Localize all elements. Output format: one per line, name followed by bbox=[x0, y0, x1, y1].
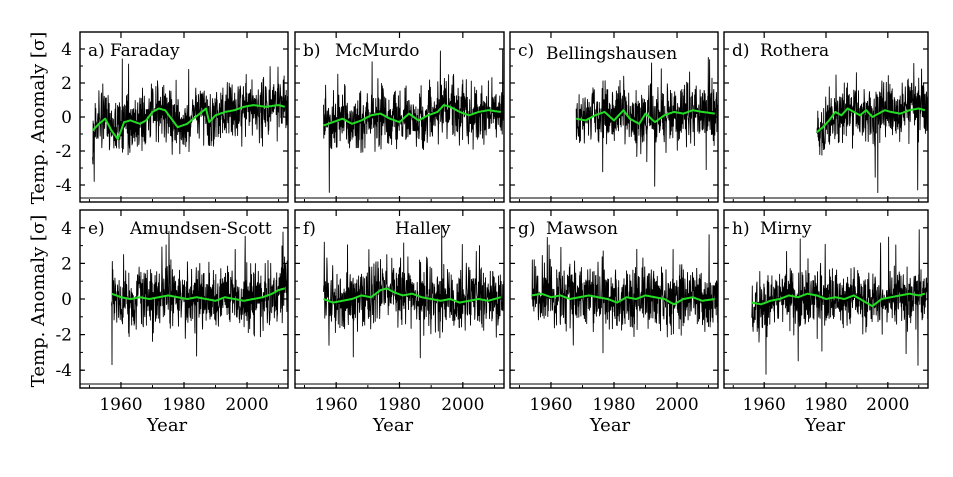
panel-label: c) bbox=[518, 41, 534, 61]
y-tick-label: -4 bbox=[55, 176, 72, 196]
x-tick-label: 2000 bbox=[866, 395, 909, 415]
panel-halley: 1960 1980 2000 f) Halley bbox=[294, 209, 505, 415]
x-axis-title-a: Year bbox=[146, 415, 188, 436]
x-axis-title-c: Year bbox=[589, 415, 631, 436]
panel-label: d) bbox=[732, 41, 750, 61]
x-tick-label: 1980 bbox=[378, 395, 421, 415]
x-tick-label: 1960 bbox=[99, 395, 142, 415]
x-axis-title-d: Year bbox=[804, 415, 846, 436]
smoothed-anomaly-series bbox=[323, 104, 501, 127]
raw-anomaly-series bbox=[751, 229, 929, 375]
y-tick-label: 2 bbox=[61, 254, 72, 274]
x-tick-label: 2000 bbox=[655, 395, 698, 415]
station-name: Bellingshausen bbox=[546, 44, 677, 64]
y-tick-label: 0 bbox=[61, 108, 72, 128]
x-tick-label: 1960 bbox=[315, 395, 358, 415]
panel-label: a) bbox=[88, 41, 105, 61]
raw-anomaly-series bbox=[575, 57, 719, 187]
x-tick-label: 1960 bbox=[529, 395, 572, 415]
y-tick-label: -4 bbox=[55, 361, 72, 381]
y-tick-label: 4 bbox=[61, 219, 72, 239]
panel-mirny: 1960 1980 2000 h) Mirny bbox=[723, 209, 929, 415]
y-axis-title-bottom: Temp. Anomaly [σ] bbox=[28, 215, 49, 388]
panel-grid: -4 -2 0 2 4 a) Faraday b) McMurdo c) Bellingshause… bbox=[55, 31, 929, 415]
y-tick-label: -2 bbox=[55, 142, 72, 162]
smoothed-anomaly-series bbox=[91, 104, 286, 141]
panel-faraday: -4 -2 0 2 4 a) Faraday bbox=[55, 31, 289, 203]
panel-rothera: d) Rothera bbox=[723, 31, 929, 203]
y-tick-label: 0 bbox=[61, 290, 72, 310]
smoothed-anomaly-series bbox=[111, 287, 286, 302]
raw-anomaly-series bbox=[323, 225, 505, 359]
smoothed-anomaly-series bbox=[751, 292, 926, 308]
station-name: Amundsen-Scott bbox=[129, 219, 272, 239]
x-tick-label: 1980 bbox=[592, 395, 635, 415]
panel-label: f) bbox=[303, 219, 316, 239]
smoothed-anomaly-series bbox=[816, 107, 926, 134]
station-name: Halley bbox=[395, 219, 451, 239]
station-name: Faraday bbox=[110, 41, 180, 61]
raw-anomaly-series bbox=[111, 230, 289, 366]
panel-mcmurdo: b) McMurdo bbox=[294, 31, 505, 203]
panel-bellingshausen: c) Bellingshausen bbox=[509, 31, 719, 203]
x-tick-label: 1980 bbox=[804, 395, 847, 415]
station-name: McMurdo bbox=[335, 41, 420, 61]
station-name: Rothera bbox=[760, 41, 829, 61]
panel-label: e) bbox=[88, 219, 105, 239]
raw-anomaly-series bbox=[323, 49, 505, 193]
panel-label: g) bbox=[518, 219, 536, 239]
smoothed-anomaly-series bbox=[323, 287, 502, 304]
x-tick-label: 1980 bbox=[162, 395, 205, 415]
panel-label: b) bbox=[303, 41, 321, 61]
x-axis-title-b: Year bbox=[372, 415, 414, 436]
y-tick-label: 4 bbox=[61, 40, 72, 60]
raw-anomaly-series bbox=[92, 58, 289, 182]
smoothed-anomaly-series bbox=[531, 292, 716, 306]
x-tick-label: 2000 bbox=[225, 395, 268, 415]
panel-mawson: 1960 1980 2000 g) Mawson bbox=[509, 209, 719, 415]
panel-label: h) bbox=[732, 219, 750, 239]
y-tick-label: 2 bbox=[61, 74, 72, 94]
raw-anomaly-series bbox=[816, 62, 929, 194]
station-name: Mirny bbox=[760, 219, 812, 239]
raw-anomaly-series bbox=[531, 234, 719, 354]
y-axis-title-top: Temp. Anomaly [σ] bbox=[28, 32, 49, 205]
y-tick-label: -2 bbox=[55, 326, 72, 346]
smoothed-anomaly-series bbox=[576, 109, 716, 125]
panel-amundsen-scott: -4 -2 0 2 4 1960 1980 2000 e) Amundsen-Scott bbox=[55, 209, 289, 415]
station-name: Mawson bbox=[546, 219, 618, 239]
x-tick-label: 1960 bbox=[743, 395, 786, 415]
x-tick-label: 2000 bbox=[441, 395, 484, 415]
